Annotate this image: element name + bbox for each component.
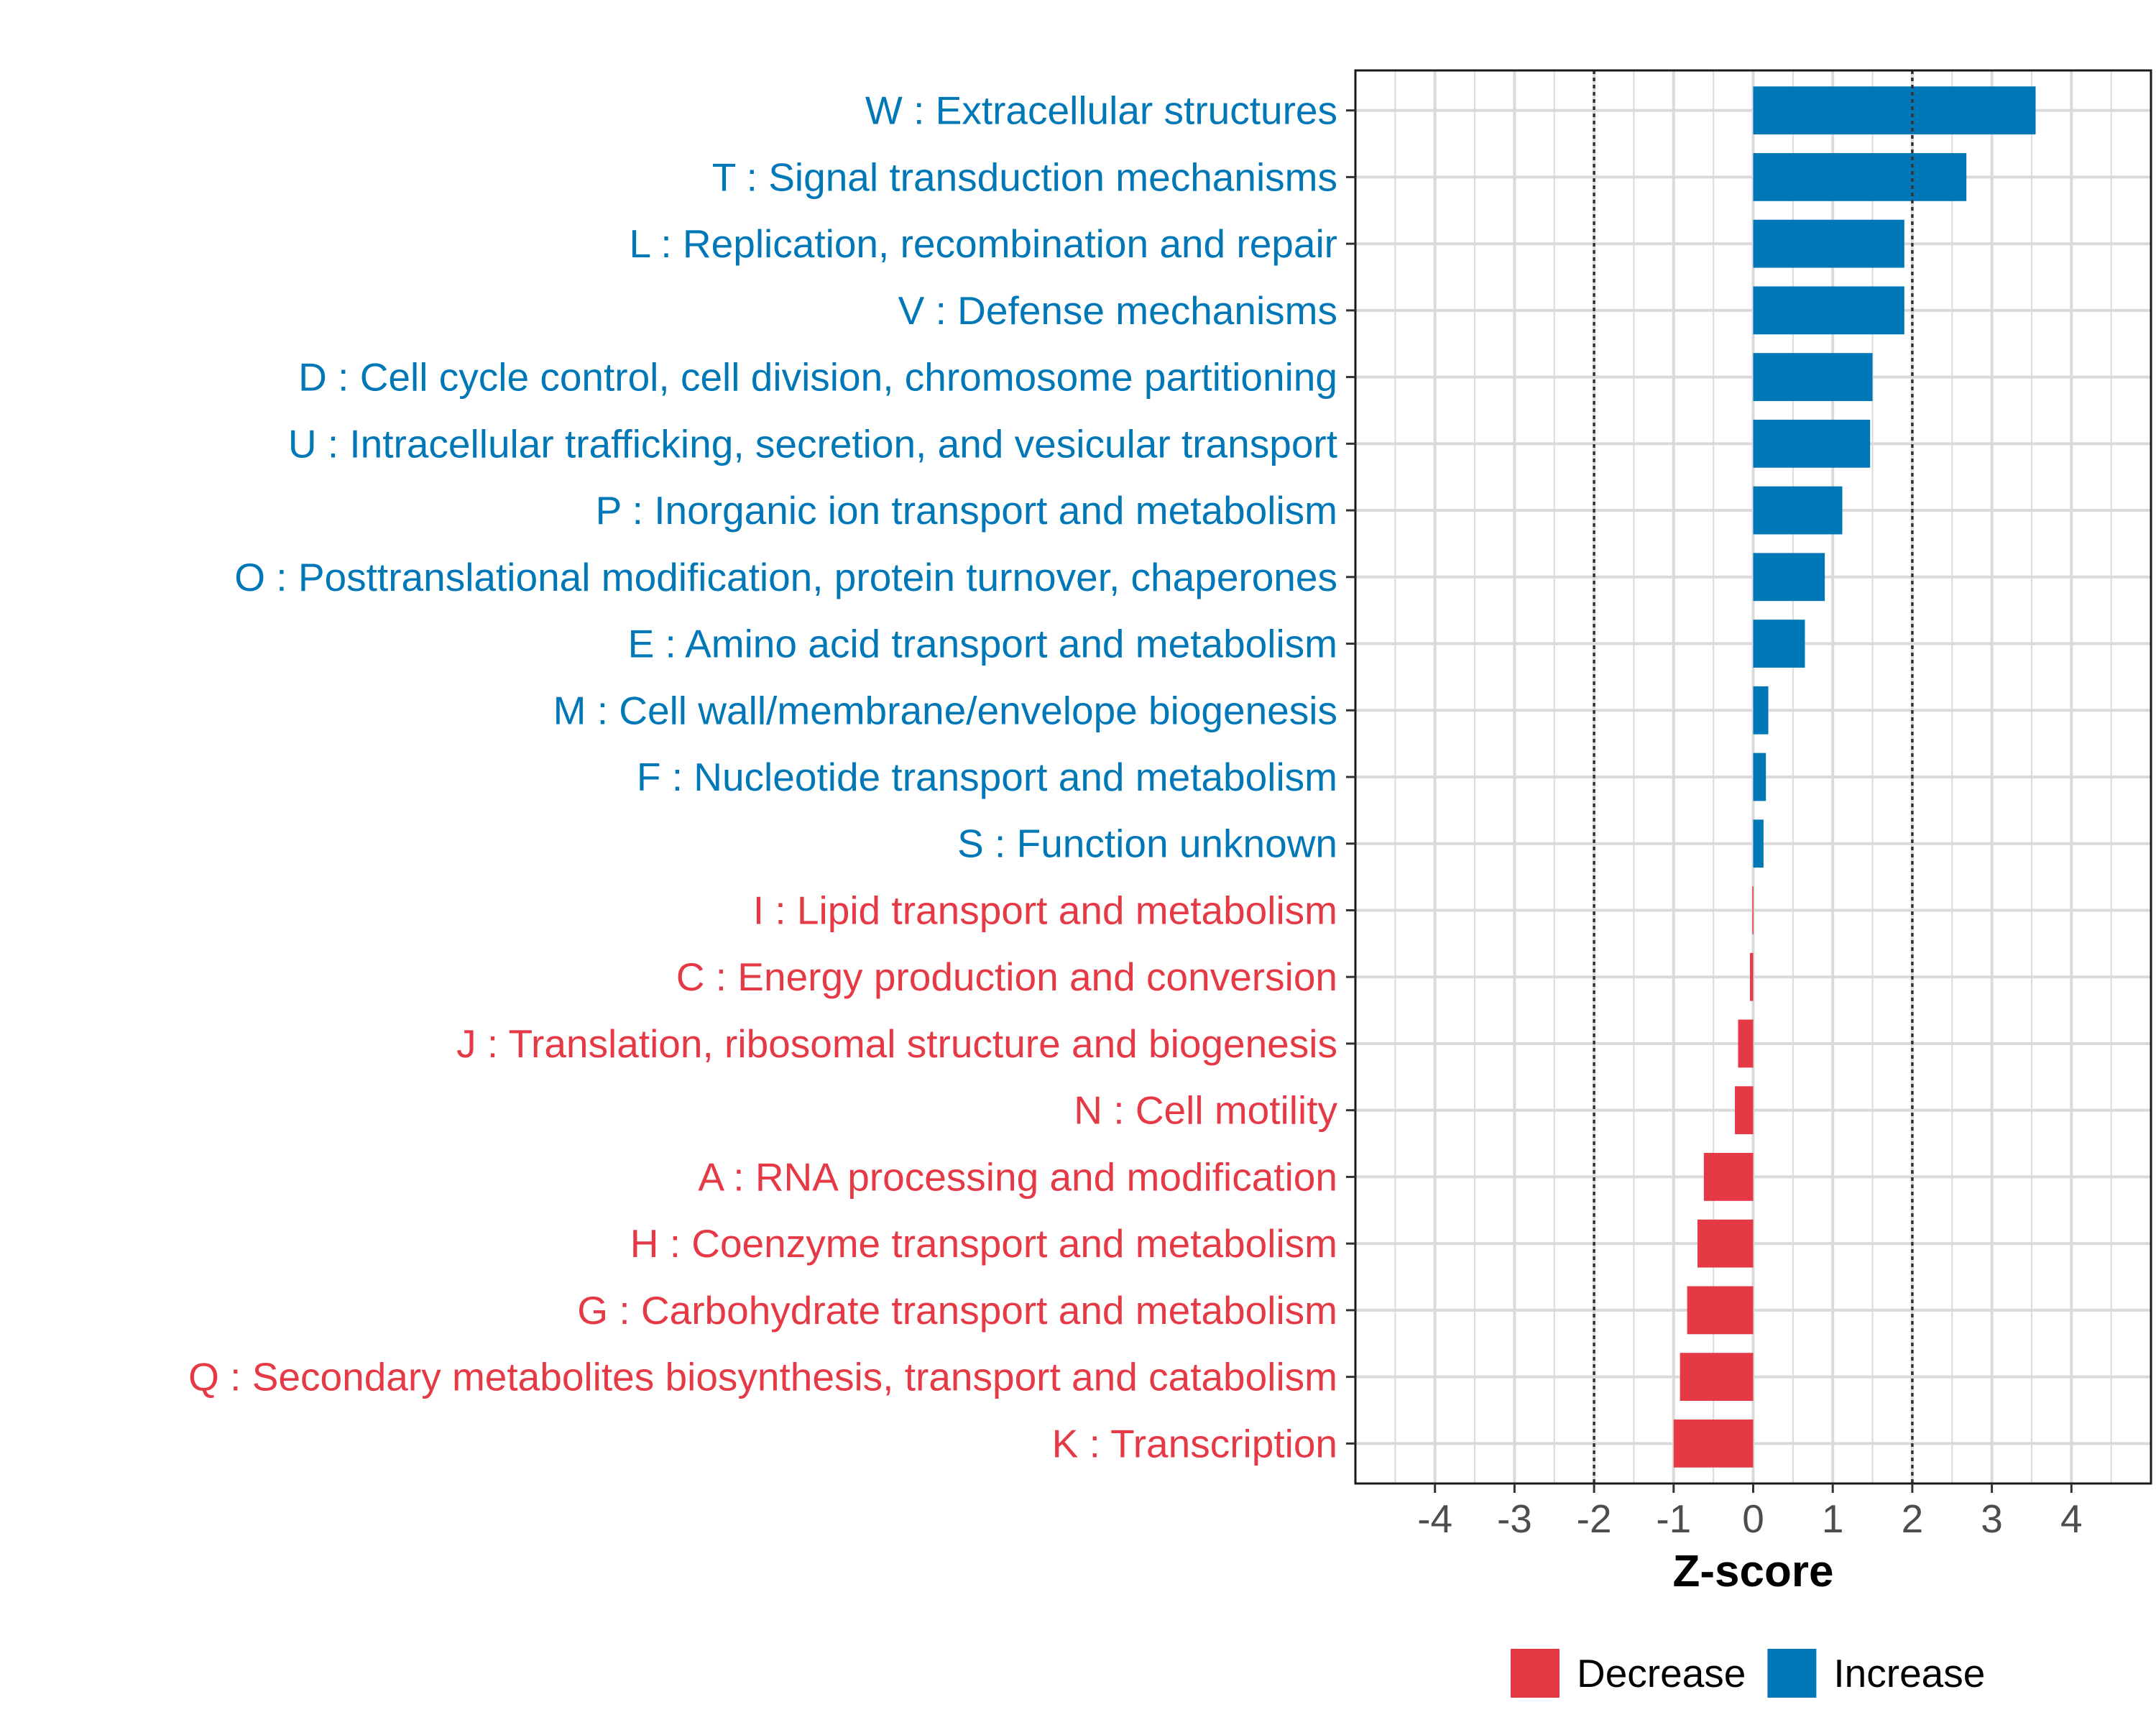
y-tick-label: M : Cell wall/membrane/envelope biogenes… (553, 688, 1337, 732)
bar (1752, 886, 1754, 934)
x-tick-label: 4 (2060, 1496, 2083, 1541)
y-tick-label: U : Intracellular trafficking, secretion… (288, 421, 1337, 466)
y-tick-label: T : Signal transduction mechanisms (712, 155, 1337, 199)
y-tick-label: C : Energy production and conversion (676, 954, 1337, 999)
y-tick-label: F : Nucleotide transport and metabolism (637, 755, 1337, 799)
legend-label-increase: Increase (1833, 1651, 1985, 1696)
y-tick-label: D : Cell cycle control, cell division, c… (298, 355, 1337, 400)
bar (1753, 419, 1871, 468)
bar (1738, 1019, 1754, 1068)
bar (1703, 1153, 1754, 1201)
bar (1735, 1086, 1754, 1135)
legend: Decrease Increase (1511, 1649, 1985, 1698)
y-tick-label: I : Lipid transport and metabolism (753, 888, 1337, 932)
x-tick-label: -2 (1577, 1496, 1612, 1541)
bar (1753, 819, 1764, 868)
x-tick-label: -3 (1497, 1496, 1532, 1541)
bar (1697, 1219, 1754, 1268)
y-tick-label: W : Extracellular structures (865, 88, 1337, 133)
legend-label-decrease: Decrease (1577, 1651, 1746, 1696)
y-tick-label: L : Replication, recombination and repai… (630, 221, 1337, 266)
bar (1753, 219, 1904, 268)
x-tick-label: -1 (1656, 1496, 1691, 1541)
x-tick-label: 3 (1981, 1496, 2003, 1541)
bar (1753, 553, 1825, 602)
y-tick-label: A : RNA processing and modification (698, 1154, 1337, 1199)
bar (1687, 1286, 1754, 1335)
bar (1753, 686, 1769, 735)
bar (1753, 286, 1904, 335)
y-axis: W : Extracellular structures T : Signal t… (188, 88, 1355, 1466)
bar (1750, 952, 1754, 1001)
legend-swatch-increase (1767, 1649, 1817, 1698)
y-tick-label: E : Amino acid transport and metabolism (628, 622, 1337, 666)
y-tick-label: V : Defense mechanisms (898, 288, 1337, 333)
bars (1673, 86, 2036, 1468)
bar (1753, 486, 1843, 535)
bar (1753, 620, 1805, 668)
bar (1753, 152, 1967, 201)
y-tick-label: Q : Secondary metabolites biosynthesis, … (188, 1355, 1337, 1399)
x-axis-title: Z-score (1673, 1547, 1834, 1596)
x-tick-label: 2 (1902, 1496, 1924, 1541)
y-tick-label: H : Coenzyme transport and metabolism (630, 1221, 1337, 1266)
x-tick-label: 1 (1822, 1496, 1844, 1541)
bar (1673, 1419, 1754, 1468)
x-axis: -4 -3 -2 -1 0 1 2 3 4 (1417, 1484, 2083, 1541)
y-tick-label: N : Cell motility (1074, 1088, 1337, 1133)
bar (1753, 753, 1766, 801)
y-tick-label: J : Translation, ribosomal structure and… (456, 1021, 1337, 1066)
x-tick-label: 0 (1742, 1496, 1764, 1541)
bar (1753, 86, 2036, 135)
legend-swatch-decrease (1511, 1649, 1560, 1698)
y-tick-label: O : Posttranslational modification, prot… (234, 555, 1337, 599)
bar (1753, 353, 1873, 401)
y-tick-label: K : Transcription (1052, 1421, 1337, 1466)
y-tick-label: G : Carbohydrate transport and metabolis… (577, 1288, 1337, 1333)
bar (1680, 1353, 1754, 1402)
reference-lines (1593, 70, 1914, 1484)
y-tick-label: P : Inorganic ion transport and metaboli… (596, 488, 1337, 533)
x-tick-label: -4 (1417, 1496, 1452, 1541)
y-tick-label: S : Function unknown (957, 822, 1337, 866)
